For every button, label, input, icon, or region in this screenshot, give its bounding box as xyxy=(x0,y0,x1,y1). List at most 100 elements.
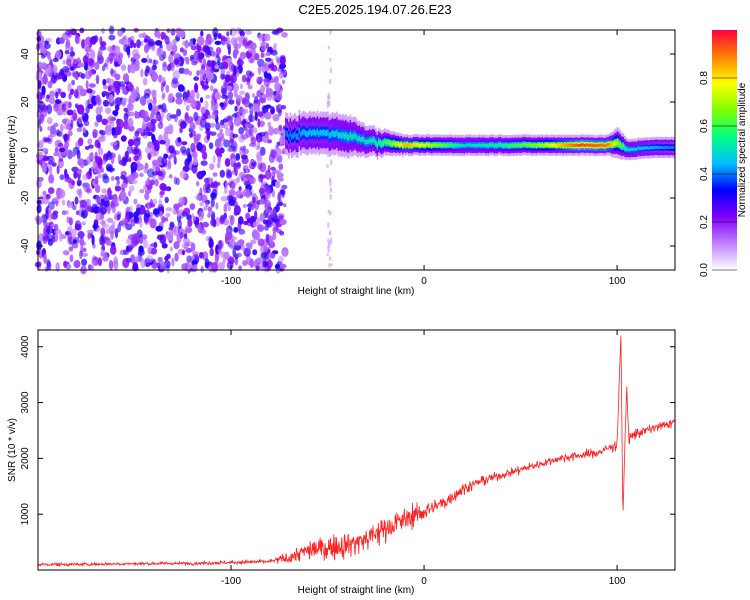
noise-blob xyxy=(224,80,228,90)
noise-blob xyxy=(187,218,193,227)
x-tick-label: 100 xyxy=(609,576,626,587)
x-tick-label: -100 xyxy=(221,576,241,587)
noise-blob xyxy=(102,175,110,184)
noise-blob xyxy=(127,103,134,111)
noise-blob xyxy=(274,81,281,92)
noise-blob xyxy=(252,221,259,228)
signal-cell xyxy=(423,143,425,147)
signal-cell xyxy=(541,143,544,147)
noise-blob xyxy=(77,57,81,62)
signal-cell xyxy=(306,131,308,138)
noise-blob xyxy=(279,189,284,195)
colorbar-tick-label: 0.0 xyxy=(699,263,710,277)
signal-cell xyxy=(607,143,610,147)
noise-blob xyxy=(233,65,237,76)
noise-blob xyxy=(168,145,175,154)
signal-cell xyxy=(327,129,329,136)
noise-blob xyxy=(198,69,206,75)
signal-cell xyxy=(534,143,536,147)
noise-blob xyxy=(57,189,66,199)
noise-blob xyxy=(107,190,112,196)
noise-blob xyxy=(133,138,141,147)
signal-cell xyxy=(670,145,673,149)
noise-blob xyxy=(177,84,185,92)
noise-blob xyxy=(80,252,89,257)
noise-blob xyxy=(100,233,104,242)
signal-cell xyxy=(612,142,614,147)
noise-blob xyxy=(167,64,171,72)
noise-blob xyxy=(328,263,331,268)
noise-blob xyxy=(194,82,199,93)
noise-blob xyxy=(117,29,124,37)
signal-cell xyxy=(571,144,574,148)
signal-cell xyxy=(585,143,587,147)
signal-cell xyxy=(570,143,572,147)
noise-blob xyxy=(128,111,135,117)
signal-cell xyxy=(474,143,476,147)
noise-blob xyxy=(76,85,84,92)
snr-frame xyxy=(37,329,676,571)
signal-cell xyxy=(312,129,314,136)
signal-cell xyxy=(292,132,295,139)
signal-cell xyxy=(354,132,356,139)
signal-cell xyxy=(547,143,550,147)
noise-blob xyxy=(102,255,109,262)
noise-blob xyxy=(186,255,192,263)
noise-blob xyxy=(182,165,190,173)
noise-blob xyxy=(214,40,222,46)
noise-blob xyxy=(148,183,153,190)
signal-cell xyxy=(373,138,376,143)
colorbar-tick-label: 0.4 xyxy=(699,167,710,181)
signal-cell xyxy=(583,143,586,147)
noise-blob xyxy=(90,166,95,171)
noise-blob xyxy=(192,157,198,166)
noise-blob xyxy=(36,204,42,214)
noise-blob xyxy=(86,229,94,234)
noise-blob xyxy=(238,171,246,179)
noise-blob xyxy=(46,225,54,234)
noise-blob xyxy=(228,62,235,72)
signal-cell xyxy=(496,144,499,148)
signal-cell xyxy=(658,146,661,150)
noise-blob xyxy=(95,106,102,116)
noise-blob xyxy=(151,263,158,270)
noise-blob xyxy=(265,51,271,56)
noise-blob xyxy=(192,38,196,46)
noise-blob xyxy=(174,58,180,65)
noise-blob xyxy=(260,84,265,94)
signal-cell xyxy=(544,143,547,147)
noise-blob xyxy=(172,44,178,54)
noise-blob xyxy=(158,198,162,206)
noise-blob xyxy=(223,100,228,107)
noise-blob xyxy=(256,154,263,165)
signal-cell xyxy=(289,130,292,137)
noise-blob xyxy=(327,92,330,99)
noise-blob xyxy=(65,210,69,215)
signal-cell xyxy=(579,143,581,147)
noise-blob xyxy=(134,257,140,264)
noise-blob xyxy=(121,97,127,107)
signal-cell xyxy=(637,146,640,150)
noise-blob xyxy=(166,28,171,33)
signal-cell xyxy=(418,143,421,147)
signal-cell xyxy=(295,133,298,140)
signal-cell xyxy=(624,146,626,150)
signal-cell xyxy=(627,147,629,151)
noise-blob xyxy=(167,159,172,170)
x-tick-label: 100 xyxy=(609,276,626,287)
noise-blob xyxy=(171,77,178,85)
noise-blob xyxy=(184,158,190,168)
noise-blob xyxy=(209,163,215,171)
noise-blob xyxy=(139,219,143,228)
signal-cell xyxy=(366,139,368,145)
signal-cell xyxy=(451,143,454,147)
noise-blob xyxy=(238,216,244,225)
signal-cell xyxy=(489,143,491,147)
noise-blob xyxy=(279,219,287,225)
signal-cell xyxy=(355,134,358,140)
noise-blob xyxy=(101,188,107,194)
noise-blob xyxy=(47,64,52,73)
noise-blob xyxy=(121,182,128,189)
noise-blob xyxy=(202,251,209,261)
noise-blob xyxy=(158,74,163,83)
